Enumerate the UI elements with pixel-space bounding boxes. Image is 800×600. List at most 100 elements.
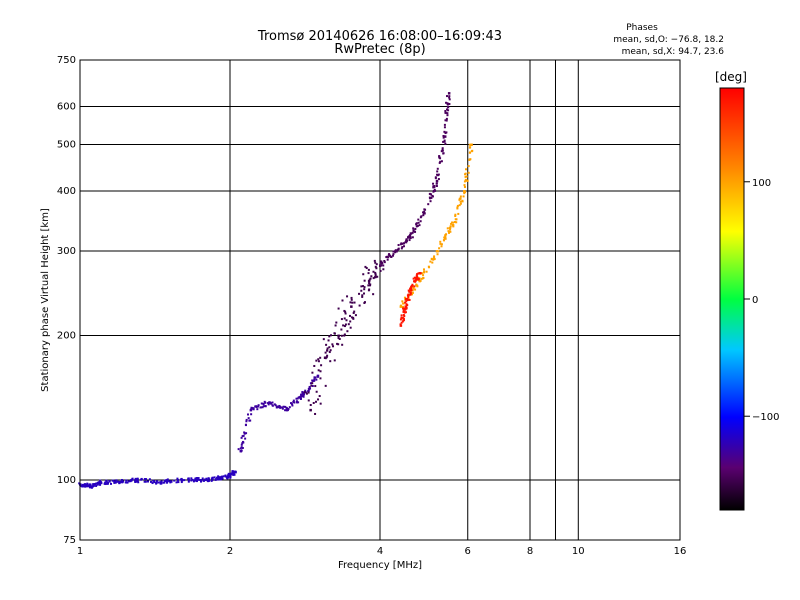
- data-point: [402, 242, 405, 245]
- data-point: [244, 424, 247, 427]
- data-point: [470, 150, 473, 153]
- data-point: [415, 225, 418, 228]
- data-point: [406, 304, 409, 307]
- data-point: [314, 385, 317, 388]
- data-point: [163, 481, 166, 484]
- data-point: [412, 229, 415, 232]
- data-point: [372, 293, 375, 296]
- data-point: [341, 299, 344, 302]
- data-point: [449, 228, 452, 231]
- data-point: [444, 142, 447, 145]
- data-point: [271, 401, 274, 404]
- data-point: [315, 390, 318, 393]
- data-point: [96, 481, 99, 484]
- data-point: [337, 307, 340, 310]
- data-point: [170, 480, 173, 483]
- data-point: [347, 323, 350, 326]
- data-point: [246, 413, 249, 416]
- data-point: [113, 480, 116, 483]
- y-tick-label: 200: [57, 331, 76, 342]
- data-point: [346, 330, 349, 333]
- data-point: [405, 297, 408, 300]
- data-point: [270, 402, 273, 405]
- data-point: [96, 483, 99, 486]
- data-point: [346, 295, 349, 298]
- data-point: [464, 175, 467, 178]
- data-point: [405, 241, 408, 244]
- data-point: [247, 417, 250, 420]
- stats-line-x: mean, sd,X: 94.7, 23.6: [622, 47, 725, 57]
- data-point: [252, 407, 255, 410]
- data-point: [456, 206, 459, 209]
- data-point: [147, 480, 150, 483]
- data-point: [447, 230, 450, 233]
- data-point: [445, 233, 448, 236]
- data-point: [454, 221, 457, 224]
- data-point: [433, 185, 436, 188]
- data-point: [350, 296, 353, 299]
- data-point: [144, 480, 147, 483]
- data-point: [448, 95, 451, 98]
- data-point: [385, 256, 388, 259]
- data-point: [417, 272, 420, 275]
- data-point: [451, 221, 454, 224]
- data-point: [285, 407, 288, 410]
- data-point: [104, 481, 107, 484]
- data-point: [324, 384, 327, 387]
- data-point: [417, 218, 420, 221]
- data-point: [239, 447, 242, 450]
- data-point: [93, 483, 96, 486]
- data-point: [320, 364, 323, 367]
- data-point: [257, 404, 260, 407]
- data-point: [436, 170, 439, 173]
- data-point: [352, 316, 355, 319]
- x-axis-label: Frequency [MHz]: [338, 560, 422, 571]
- data-point: [245, 432, 248, 435]
- data-point: [279, 406, 282, 409]
- data-point: [442, 152, 445, 155]
- data-point: [214, 478, 217, 481]
- data-point: [418, 271, 421, 275]
- data-point: [433, 255, 436, 258]
- data-point: [276, 405, 279, 408]
- data-point: [197, 477, 200, 480]
- data-point: [369, 277, 372, 280]
- data-point: [362, 292, 365, 295]
- y-axis-label: Stationary phase Virtual Height [km]: [40, 208, 51, 392]
- data-point: [408, 298, 411, 301]
- data-points: [78, 92, 474, 489]
- data-point: [315, 400, 318, 403]
- data-point: [208, 479, 211, 482]
- data-point: [268, 401, 271, 405]
- data-point: [438, 155, 441, 158]
- data-point: [405, 239, 408, 242]
- data-point: [152, 479, 155, 482]
- data-point: [290, 402, 293, 405]
- data-point: [414, 280, 417, 283]
- data-point: [260, 402, 263, 405]
- data-point: [233, 473, 236, 476]
- data-point: [462, 195, 465, 198]
- data-point: [448, 231, 451, 234]
- data-point: [444, 237, 447, 240]
- data-point: [444, 119, 447, 122]
- data-point: [177, 481, 180, 484]
- data-point: [207, 477, 210, 480]
- data-point: [151, 482, 154, 485]
- data-point: [417, 277, 420, 280]
- data-point: [261, 406, 264, 409]
- data-point: [301, 391, 304, 394]
- data-point: [155, 480, 158, 483]
- data-point: [315, 359, 318, 362]
- data-point: [440, 160, 443, 163]
- y-tick-label: 100: [57, 475, 76, 486]
- data-point: [367, 272, 370, 275]
- data-point: [435, 179, 439, 183]
- data-point: [368, 282, 371, 285]
- data-point: [201, 477, 204, 480]
- data-point: [307, 399, 310, 402]
- y-tick-labels: 75 100 200 300 400 500 600 750: [57, 55, 76, 546]
- data-point: [240, 443, 243, 446]
- data-point: [334, 324, 337, 327]
- colorbar-ticks: 100 0 −100: [744, 178, 779, 423]
